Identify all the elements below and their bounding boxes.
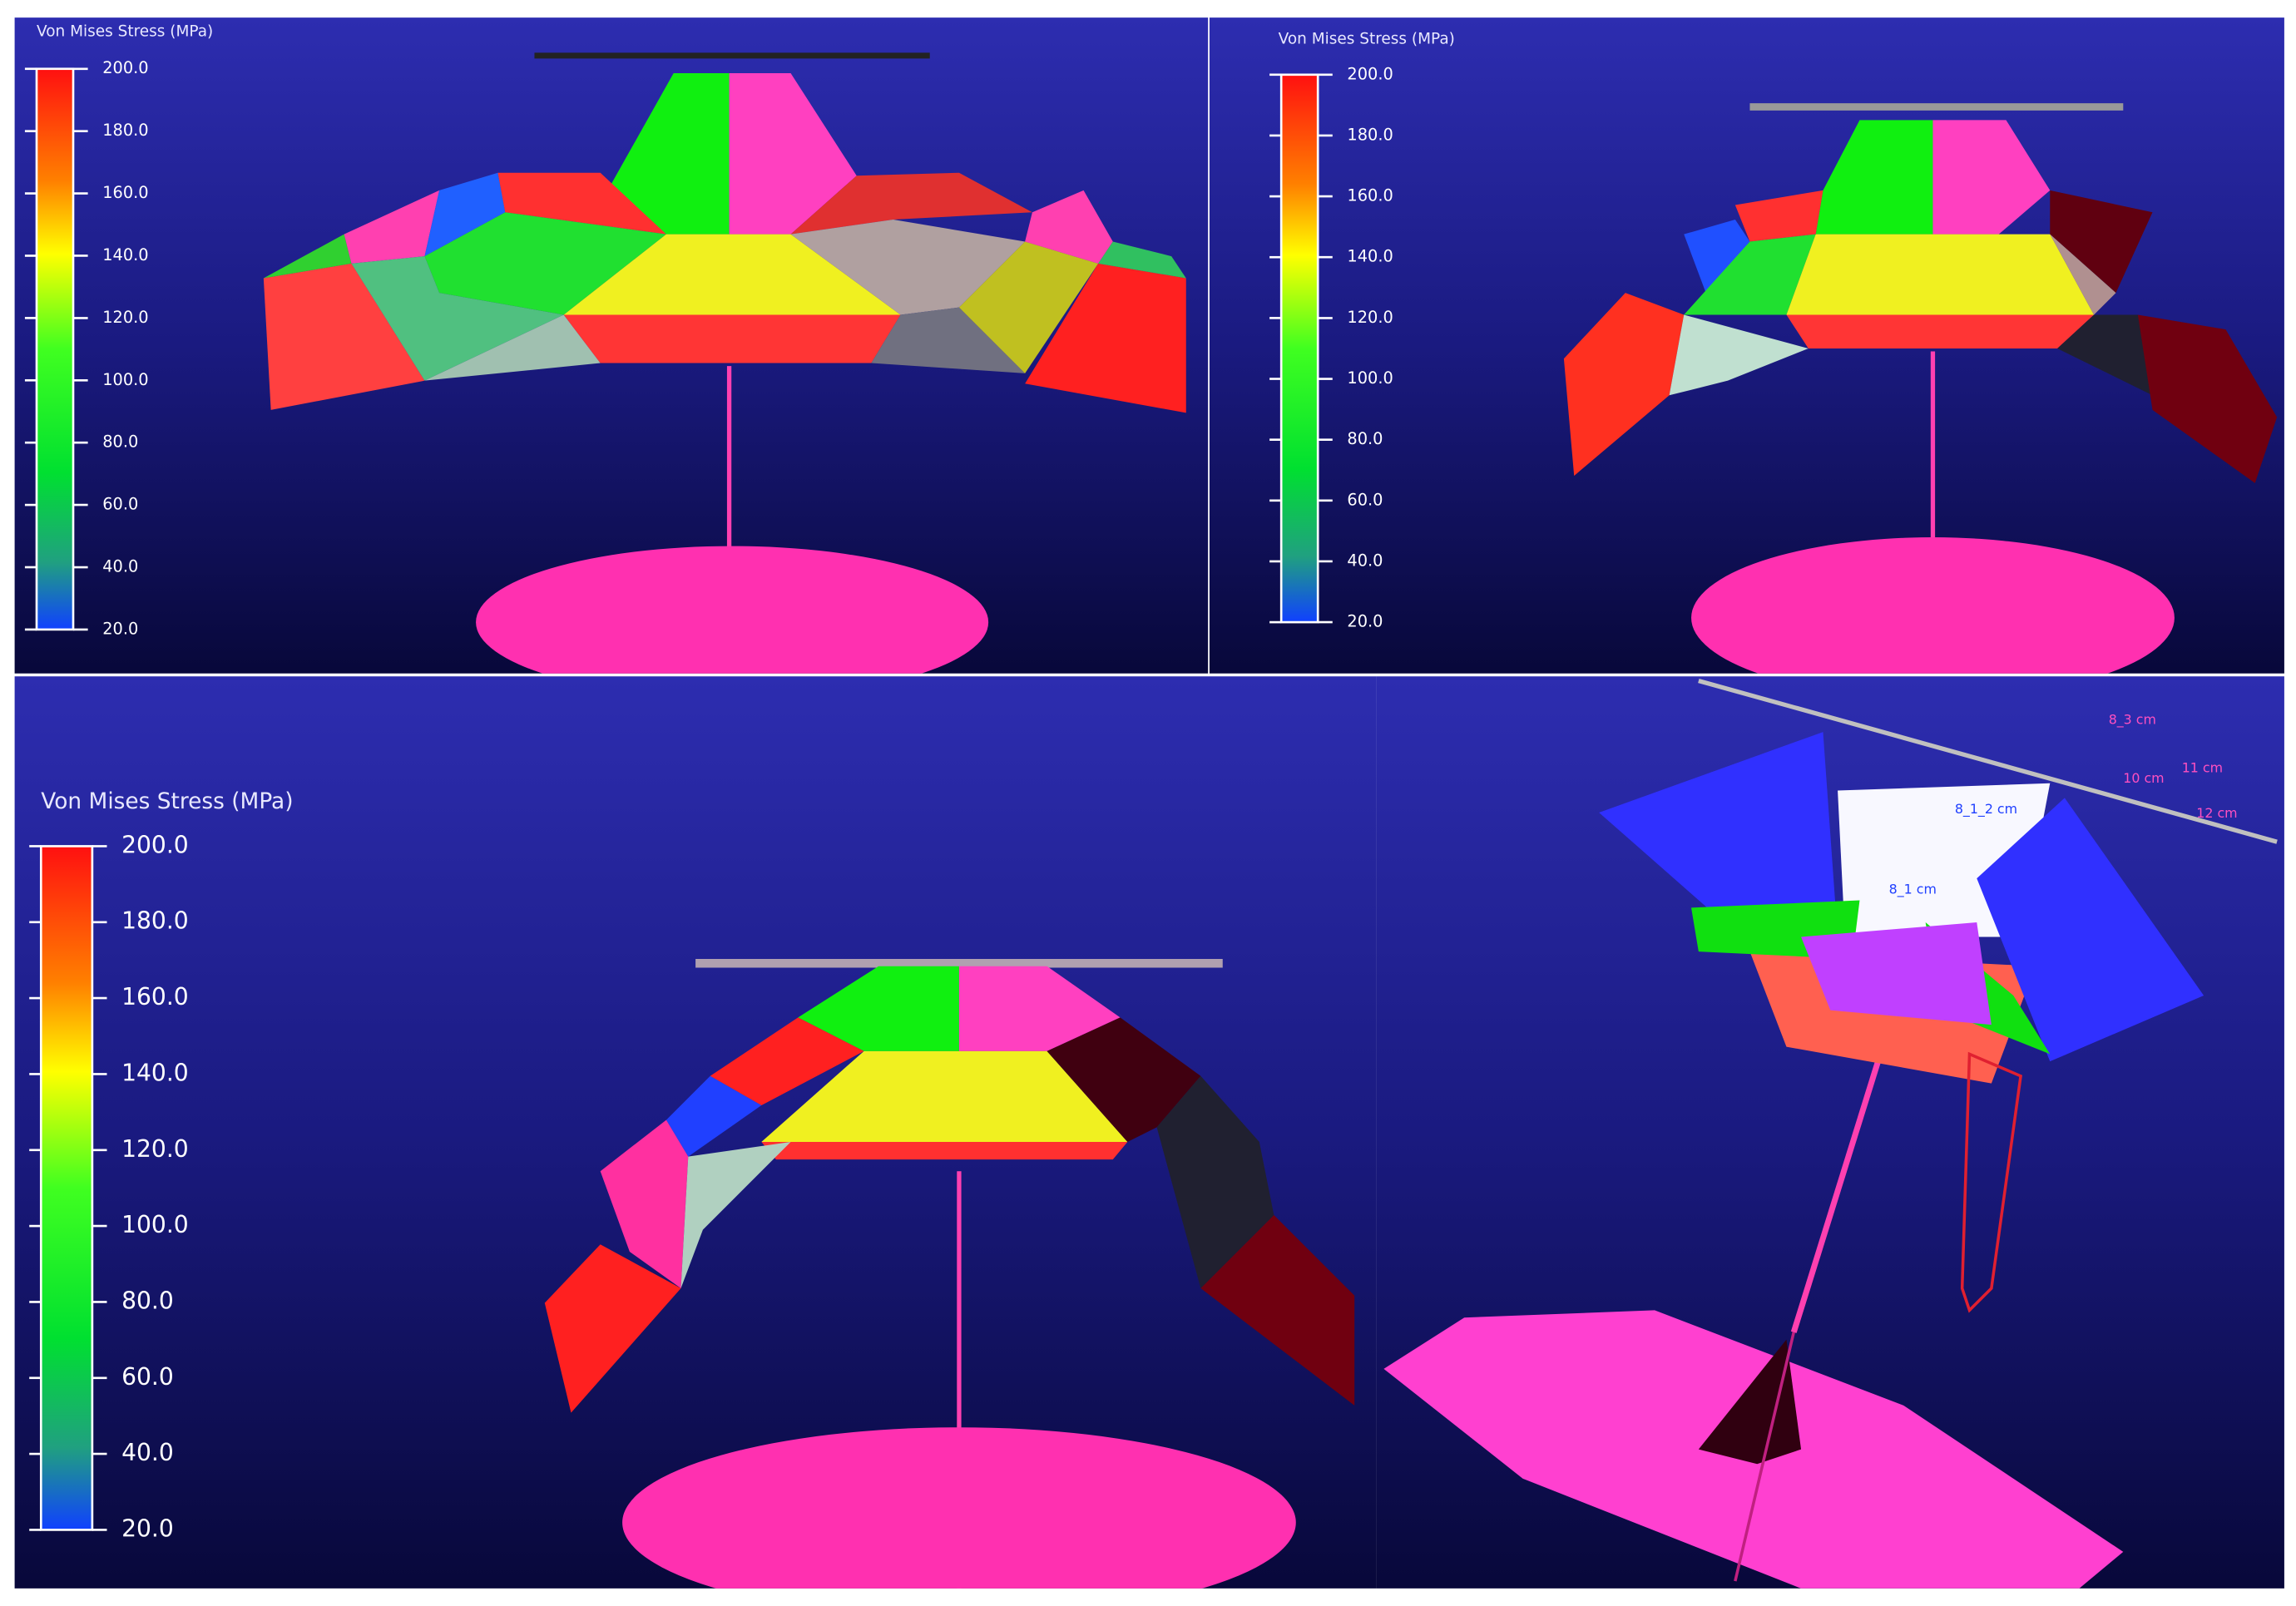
tick-label: 160.0 [102,183,148,202]
tick-label: 20.0 [121,1515,174,1542]
tick-label: 200.0 [1347,64,1393,83]
tick-label: 120.0 [102,308,148,327]
tick-label: 120.0 [1347,308,1393,327]
tick-label: 180.0 [1347,125,1393,144]
color-bar [1279,73,1319,624]
tick-label: 100.0 [102,370,148,389]
color-bar [35,67,75,631]
legend-title: Von Mises Stress (MPa) [1279,31,1455,48]
model [544,958,1355,1589]
tick-label: 160.0 [121,983,189,1011]
color-bar [39,845,94,1531]
model [1563,103,2278,674]
tick-label: 60.0 [1347,490,1383,509]
tick-label: 60.0 [121,1363,174,1391]
tick-label: 180.0 [102,121,148,140]
tick-label: 80.0 [102,432,138,452]
dimension-label: 12 cm [2196,805,2237,821]
dimension-label: 11 cm [2182,760,2223,776]
tick-label: 20.0 [1347,612,1383,631]
tick-label: 160.0 [1347,186,1393,205]
tick-label: 140.0 [102,245,148,264]
dimension-label: 10 cm [2123,770,2164,786]
tick-label: 20.0 [102,619,138,638]
tick-label: 80.0 [1347,429,1383,448]
model [263,52,1186,674]
tick-label: 180.0 [121,907,189,935]
dimension-label: 8_3 cm [2109,712,2156,729]
tick-label: 100.0 [121,1211,189,1238]
legend-title: Von Mises Stress (MPa) [37,23,213,41]
legend-title: Von Mises Stress (MPa) [41,788,293,814]
tick-label: 60.0 [102,495,138,514]
tick-label: 100.0 [1347,368,1393,388]
tick-label: 200.0 [102,58,148,77]
model [1383,678,2278,1589]
tick-label: 80.0 [121,1287,174,1314]
tick-label: 120.0 [121,1135,189,1163]
dimension-label: 8_1 cm [1889,882,1937,898]
dimension-label: 8_1_2 cm [1955,801,2017,818]
overlay: Von Mises Stress (MPa) 200.0 180.0 160.0 140… [24,23,2238,1542]
tick-label: 40.0 [121,1439,174,1466]
tick-label: 40.0 [1347,551,1383,570]
tick-label: 140.0 [1347,247,1393,266]
tick-label: 40.0 [102,557,138,576]
tick-label: 200.0 [121,831,189,858]
tick-label: 140.0 [121,1059,189,1086]
